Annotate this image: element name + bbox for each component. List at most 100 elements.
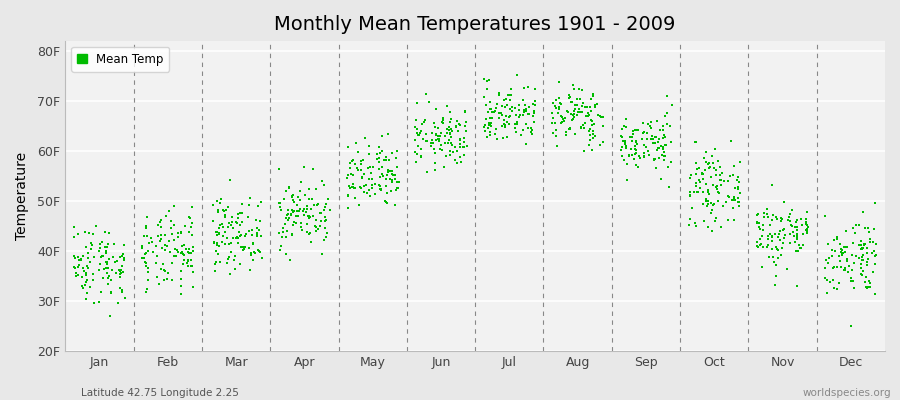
Point bbox=[431, 138, 446, 144]
Point bbox=[637, 153, 652, 160]
Point bbox=[432, 137, 446, 143]
Point bbox=[157, 267, 171, 273]
Point bbox=[291, 213, 305, 220]
Point bbox=[652, 145, 666, 151]
Point bbox=[691, 165, 706, 172]
Point bbox=[93, 261, 107, 267]
Text: Latitude 42.75 Longitude 2.25: Latitude 42.75 Longitude 2.25 bbox=[81, 388, 239, 398]
Point bbox=[576, 148, 590, 154]
Point bbox=[818, 265, 832, 272]
Point bbox=[183, 215, 197, 222]
Point bbox=[502, 106, 517, 112]
Point bbox=[385, 150, 400, 156]
Point bbox=[789, 224, 804, 230]
Point bbox=[431, 136, 446, 142]
Point bbox=[833, 248, 848, 255]
Point bbox=[174, 250, 188, 256]
Point bbox=[419, 169, 434, 175]
Point bbox=[862, 239, 877, 245]
Point bbox=[375, 132, 390, 139]
Point bbox=[391, 185, 405, 192]
Point bbox=[379, 154, 393, 160]
Point bbox=[783, 231, 797, 237]
Point bbox=[866, 269, 880, 275]
Point bbox=[528, 98, 543, 104]
Point bbox=[241, 244, 256, 251]
Point bbox=[249, 225, 264, 231]
Point bbox=[94, 254, 108, 260]
Point bbox=[246, 240, 260, 246]
Point bbox=[302, 230, 317, 236]
Point bbox=[177, 223, 192, 229]
Point bbox=[68, 264, 82, 270]
Point bbox=[375, 148, 390, 155]
Point bbox=[833, 246, 848, 252]
Point bbox=[865, 250, 879, 256]
Point bbox=[234, 232, 248, 238]
Point bbox=[69, 270, 84, 276]
Point bbox=[215, 239, 230, 245]
Point bbox=[318, 203, 332, 210]
Point bbox=[216, 232, 230, 239]
Point bbox=[375, 164, 390, 170]
Point bbox=[235, 247, 249, 254]
Point bbox=[382, 168, 397, 174]
Point bbox=[790, 233, 805, 239]
Point bbox=[317, 237, 331, 243]
Point bbox=[787, 233, 801, 240]
Point bbox=[863, 236, 878, 242]
Point bbox=[687, 189, 701, 196]
Point bbox=[357, 171, 372, 177]
Point bbox=[388, 202, 402, 208]
Point bbox=[98, 229, 112, 235]
Point bbox=[590, 101, 605, 107]
Point bbox=[282, 214, 296, 221]
Point bbox=[94, 289, 109, 295]
Point bbox=[824, 246, 839, 253]
Point bbox=[548, 127, 562, 133]
Point bbox=[158, 231, 173, 238]
Point bbox=[375, 172, 390, 179]
Point bbox=[685, 205, 699, 211]
Point bbox=[593, 142, 608, 148]
Point bbox=[756, 244, 770, 250]
Point bbox=[285, 209, 300, 215]
Point bbox=[833, 264, 848, 270]
Point bbox=[655, 144, 670, 150]
Point bbox=[710, 183, 724, 189]
Point bbox=[733, 159, 747, 165]
Point bbox=[525, 127, 539, 133]
Point bbox=[711, 158, 725, 164]
Point bbox=[658, 134, 672, 140]
Point bbox=[770, 246, 784, 252]
Point bbox=[390, 148, 404, 154]
Point bbox=[849, 222, 863, 228]
Point bbox=[526, 113, 541, 120]
Point bbox=[618, 141, 633, 147]
Point bbox=[347, 161, 362, 167]
Point bbox=[100, 261, 114, 268]
Point bbox=[732, 203, 746, 209]
Point bbox=[167, 246, 182, 252]
Point bbox=[225, 214, 239, 220]
Point bbox=[278, 214, 293, 221]
Point bbox=[140, 276, 155, 283]
Point bbox=[714, 164, 728, 170]
Point bbox=[108, 258, 122, 265]
Point bbox=[86, 254, 101, 260]
Point bbox=[381, 131, 395, 138]
Point bbox=[549, 97, 563, 103]
Point bbox=[644, 125, 658, 131]
Point bbox=[220, 235, 234, 241]
Point bbox=[159, 213, 174, 219]
Point bbox=[285, 193, 300, 199]
Point bbox=[732, 198, 746, 205]
Point bbox=[522, 111, 536, 118]
Point bbox=[518, 107, 532, 114]
Point bbox=[85, 242, 99, 248]
Point bbox=[565, 82, 580, 88]
Point bbox=[355, 175, 369, 181]
Point bbox=[483, 106, 498, 112]
Point bbox=[300, 206, 314, 212]
Text: worldspecies.org: worldspecies.org bbox=[803, 388, 891, 398]
